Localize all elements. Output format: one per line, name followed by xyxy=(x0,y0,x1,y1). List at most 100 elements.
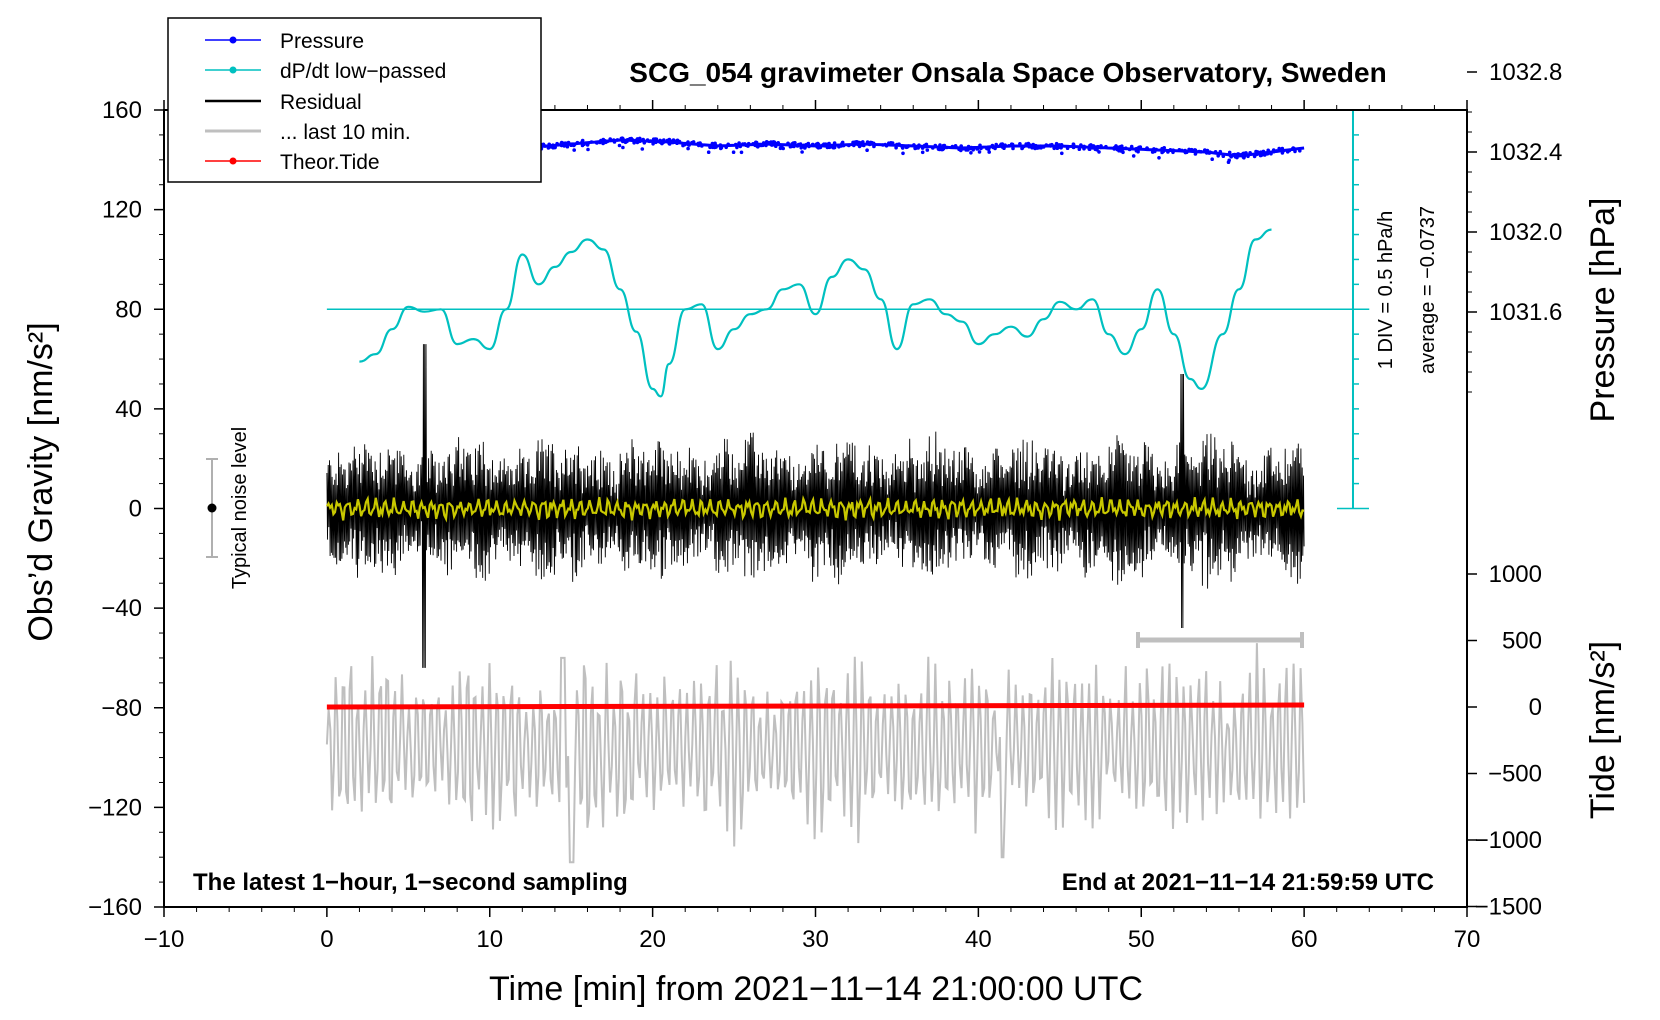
pressure-point xyxy=(1255,150,1260,154)
y-tick-label: 80 xyxy=(115,296,142,323)
pressure-point xyxy=(841,143,846,148)
pressure-point xyxy=(1001,143,1006,148)
pressure-axis-label: Pressure [hPa] xyxy=(1584,198,1622,423)
pressure-point xyxy=(865,148,869,152)
pressure-point xyxy=(641,137,645,142)
pressure-tick-label: 1032.8 xyxy=(1489,59,1562,86)
pressure-point xyxy=(920,150,925,155)
pressure-point xyxy=(953,144,958,148)
pressure-point xyxy=(611,138,616,142)
pressure-point xyxy=(1031,144,1036,149)
pressure-point xyxy=(832,145,837,150)
pressure-point xyxy=(1020,146,1025,150)
pressure-point xyxy=(608,137,612,141)
noise-level-indicator xyxy=(206,458,218,558)
pressure-point xyxy=(969,151,973,155)
pressure-point xyxy=(696,143,701,148)
pressure-point xyxy=(904,145,909,150)
pressure-point xyxy=(822,142,826,146)
pressure-point xyxy=(686,142,690,147)
pressure-point xyxy=(734,143,739,147)
svg-text:dP/dt low−passed: dP/dt low−passed xyxy=(280,60,446,83)
pressure-point xyxy=(763,143,768,147)
y-tick-label: 160 xyxy=(102,97,142,124)
theoretical-tide-series xyxy=(326,702,1305,710)
pressure-point xyxy=(798,142,803,146)
pressure-point xyxy=(966,144,971,149)
pressure-point xyxy=(621,145,625,150)
pressure-point xyxy=(977,150,982,154)
pressure-point xyxy=(790,142,794,146)
pressure-point xyxy=(541,142,546,147)
pressure-point xyxy=(816,145,820,149)
pressure-point xyxy=(803,145,807,149)
y-tick-label: 40 xyxy=(115,396,142,423)
pressure-point xyxy=(726,142,730,147)
pressure-point xyxy=(565,141,570,146)
svg-text:Theor.Tide: Theor.Tide xyxy=(280,151,380,174)
pressure-point xyxy=(1298,149,1302,153)
pressure-point xyxy=(714,145,718,149)
tide-line xyxy=(326,702,1305,710)
pressure-point xyxy=(1127,147,1132,152)
pressure-point xyxy=(1118,146,1122,150)
pressure-point xyxy=(991,145,995,150)
pressure-point xyxy=(686,146,690,151)
legend-item-last-10-min: ... last 10 min. xyxy=(205,121,411,144)
pressure-point xyxy=(713,141,717,146)
pressure-point xyxy=(1010,142,1015,147)
pressure-point xyxy=(1018,142,1022,146)
pressure-point xyxy=(718,146,723,151)
x-tick-label: 60 xyxy=(1291,926,1318,953)
pressure-point xyxy=(1044,143,1049,147)
pressure-point xyxy=(914,146,918,150)
pressure-point xyxy=(865,140,870,144)
pressure-point xyxy=(945,145,949,150)
pressure-point xyxy=(617,143,622,148)
pressure-point xyxy=(1131,154,1136,158)
pressure-point xyxy=(1248,151,1252,155)
pressure-point xyxy=(565,144,570,149)
legend-item-theor-tide: Theor.Tide xyxy=(205,151,380,174)
tide-tick-label: −1000 xyxy=(1475,827,1542,854)
pressure-point xyxy=(741,142,745,146)
pressure-point xyxy=(1087,147,1092,151)
pressure-point xyxy=(1231,153,1235,157)
pressure-point xyxy=(972,146,976,150)
pressure-point xyxy=(1280,151,1285,155)
pressure-point xyxy=(1262,152,1267,157)
pressure-point xyxy=(788,144,793,149)
pressure-point xyxy=(1060,151,1064,156)
pressure-point xyxy=(807,144,811,149)
last-10-min-line xyxy=(325,643,1306,864)
y-tick-label: −80 xyxy=(101,695,142,722)
pressure-point xyxy=(1007,144,1011,148)
pressure-point xyxy=(586,147,590,152)
pressure-point xyxy=(1189,147,1194,152)
x-axis-label: Time [min] from 2021−11−14 21:00:00 UTC xyxy=(489,970,1143,1008)
pressure-point xyxy=(569,143,573,147)
pressure-point xyxy=(662,139,667,144)
pressure-point xyxy=(855,140,859,144)
pressure-point xyxy=(759,143,764,148)
y-tick-label: 0 xyxy=(129,496,142,523)
pressure-point xyxy=(1059,143,1064,147)
x-tick-label: 40 xyxy=(965,926,992,953)
pressure-point xyxy=(665,138,670,143)
pressure-point xyxy=(1077,147,1082,151)
pressure-point xyxy=(1136,149,1140,154)
svg-text:Pressure: Pressure xyxy=(280,30,364,53)
pressure-point xyxy=(1236,152,1240,156)
pressure-point xyxy=(961,147,965,151)
pressure-point xyxy=(1124,146,1128,150)
pressure-tick-label: 1032.0 xyxy=(1489,219,1562,246)
pressure-point xyxy=(1166,150,1170,154)
pressure-point xyxy=(700,144,704,148)
pressure-point xyxy=(925,148,930,152)
pressure-point xyxy=(890,141,895,145)
dpdt-scale-bar xyxy=(1336,109,1369,510)
y-tick-label: 120 xyxy=(102,197,142,224)
pressure-point xyxy=(1285,150,1290,154)
pressure-point xyxy=(1168,148,1173,152)
